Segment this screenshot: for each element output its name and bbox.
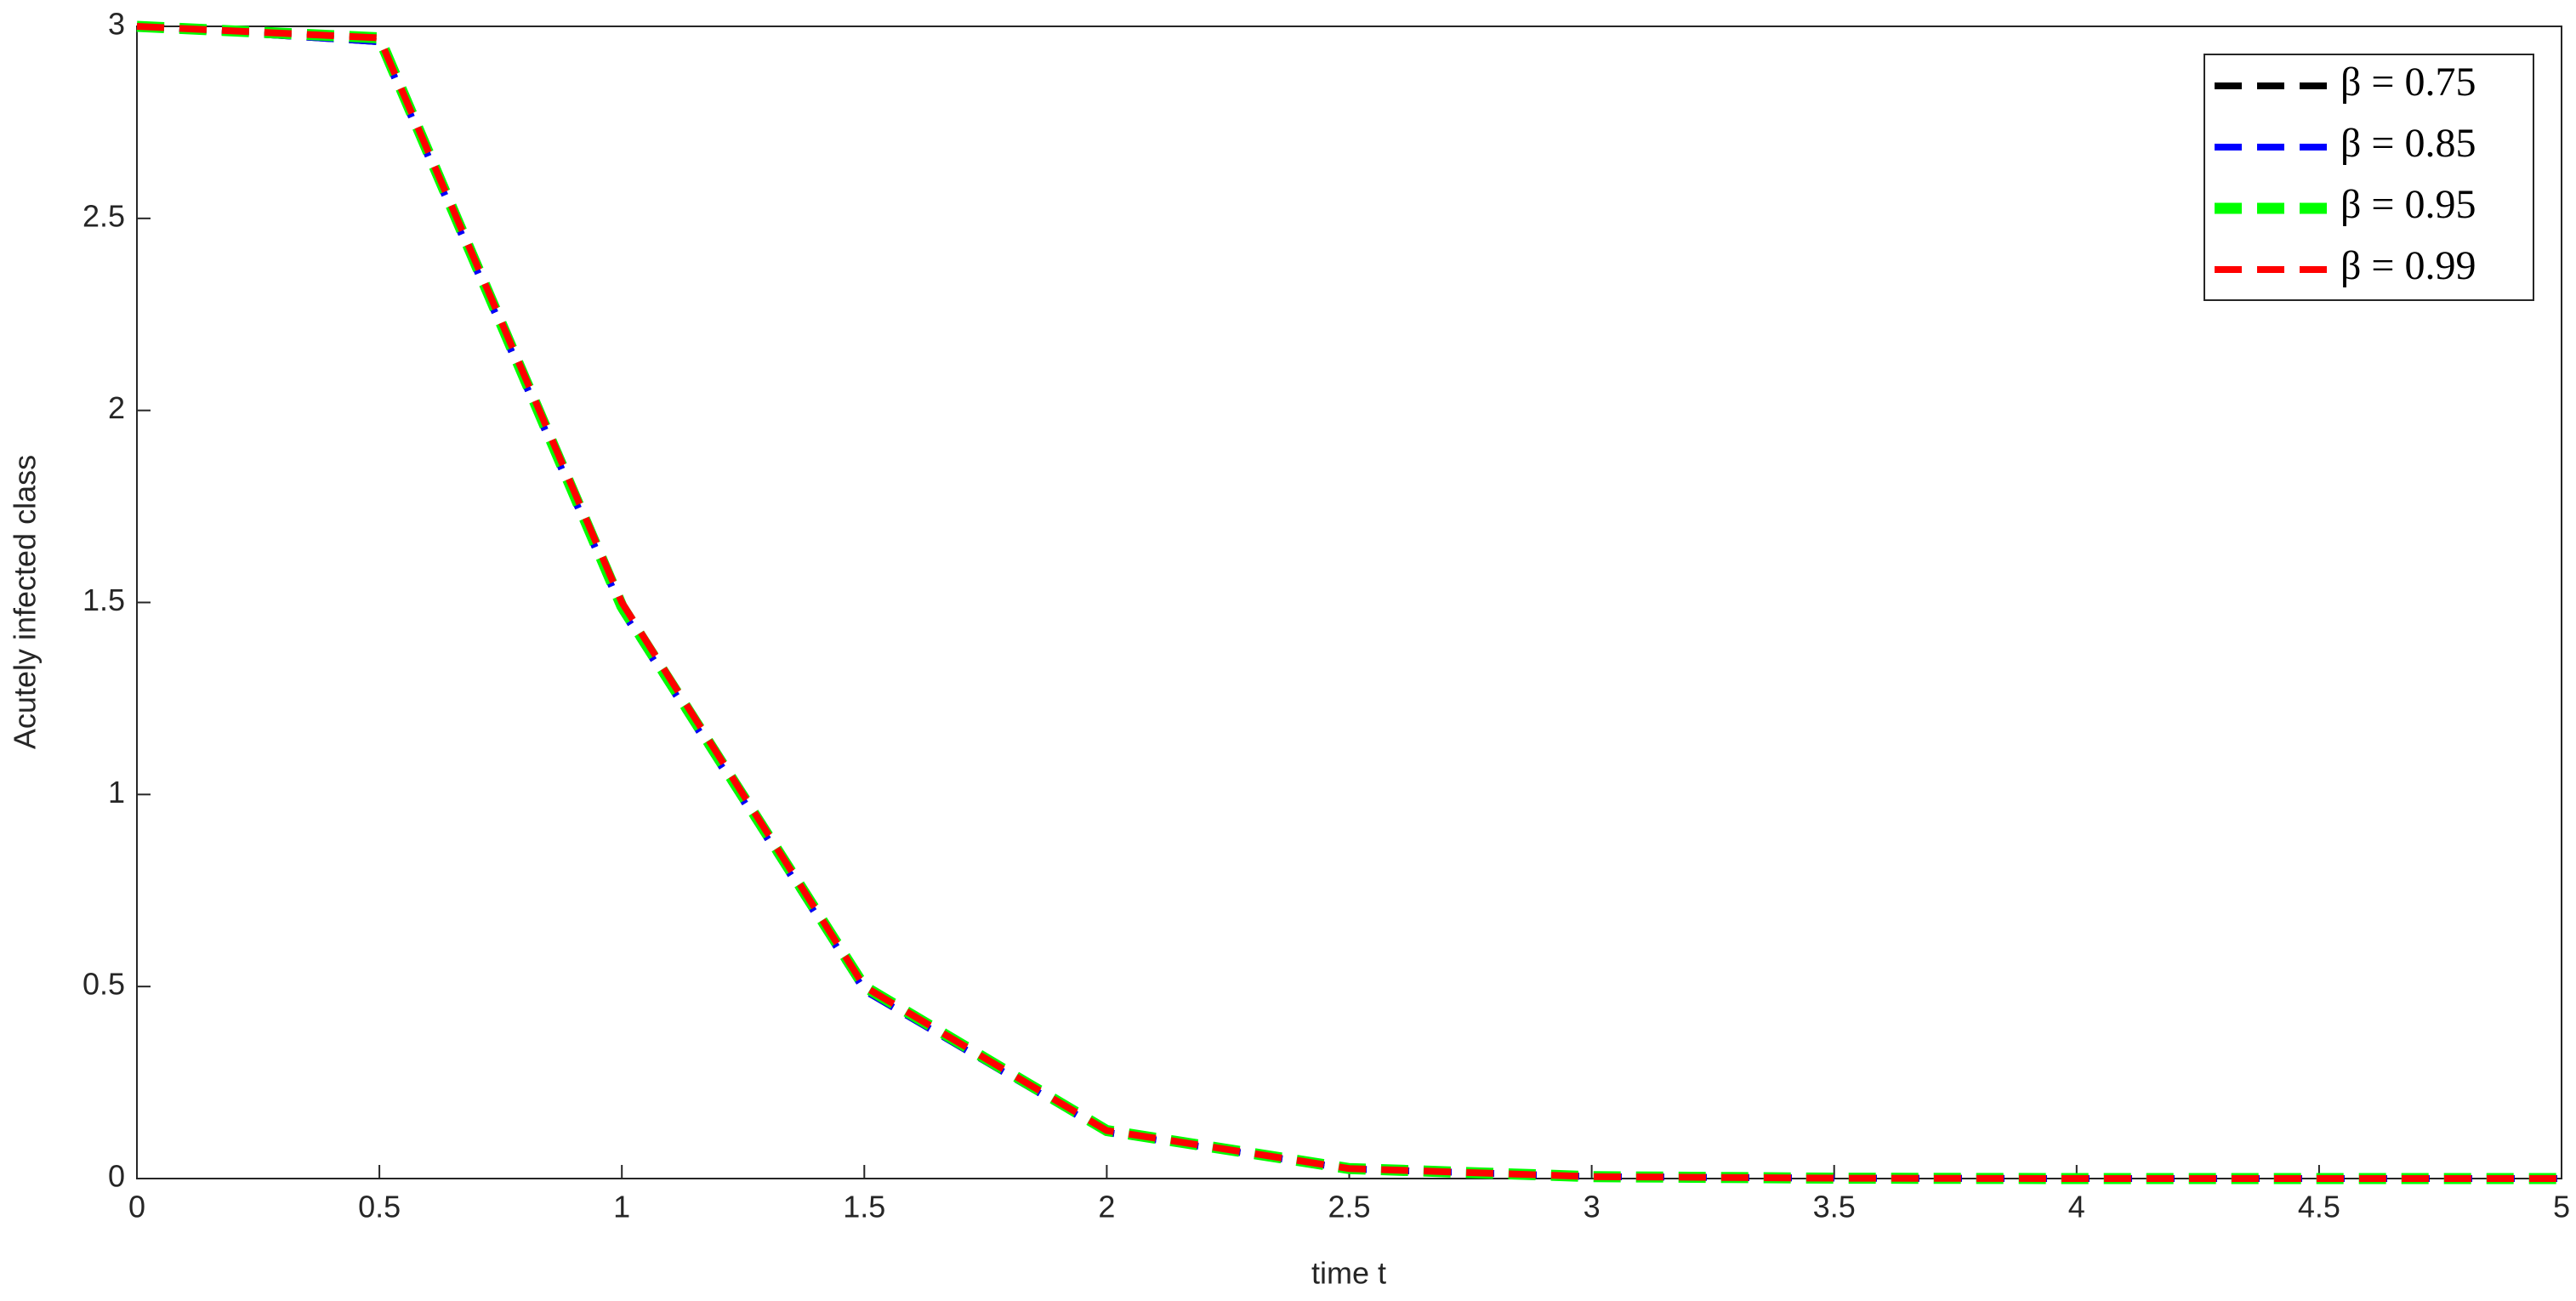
x-tick-label: 3 <box>1584 1190 1601 1224</box>
y-tick-label: 2 <box>108 390 125 425</box>
y-axis-label: Acutely infected class <box>8 455 43 749</box>
y-tick-label: 0 <box>108 1159 125 1194</box>
x-tick-label: 3.5 <box>1813 1190 1856 1224</box>
x-tick-label: 2 <box>1098 1190 1115 1224</box>
x-axis-label: time t <box>1311 1256 1386 1291</box>
y-tick-label: 1 <box>108 775 125 810</box>
plot-frame <box>136 26 2562 1179</box>
x-tick-label: 0 <box>128 1190 145 1224</box>
x-tick-label: 4.5 <box>2298 1190 2340 1224</box>
x-tick-label: 1 <box>613 1190 630 1224</box>
y-tick-label: 2.5 <box>82 198 125 233</box>
y-tick-label: 1.5 <box>82 582 125 617</box>
x-tick-label: 2.5 <box>1328 1190 1370 1224</box>
legend-label: β = 0.99 <box>2340 243 2476 288</box>
legend-label: β = 0.95 <box>2340 182 2476 227</box>
legend-label: β = 0.85 <box>2340 121 2476 166</box>
legend-box <box>2204 54 2534 301</box>
series-line <box>136 20 2562 1185</box>
series-line <box>136 23 2562 1182</box>
x-tick-label: 5 <box>2553 1190 2570 1224</box>
y-tick-label: 0.5 <box>82 967 125 1002</box>
x-tick-label: 4 <box>2068 1190 2085 1224</box>
series-line <box>136 23 2562 1182</box>
series-line <box>136 23 2562 1182</box>
x-tick-label: 0.5 <box>358 1190 401 1224</box>
legend-label: β = 0.75 <box>2340 60 2476 105</box>
y-tick-label: 3 <box>108 7 125 42</box>
x-tick-label: 1.5 <box>843 1190 885 1224</box>
